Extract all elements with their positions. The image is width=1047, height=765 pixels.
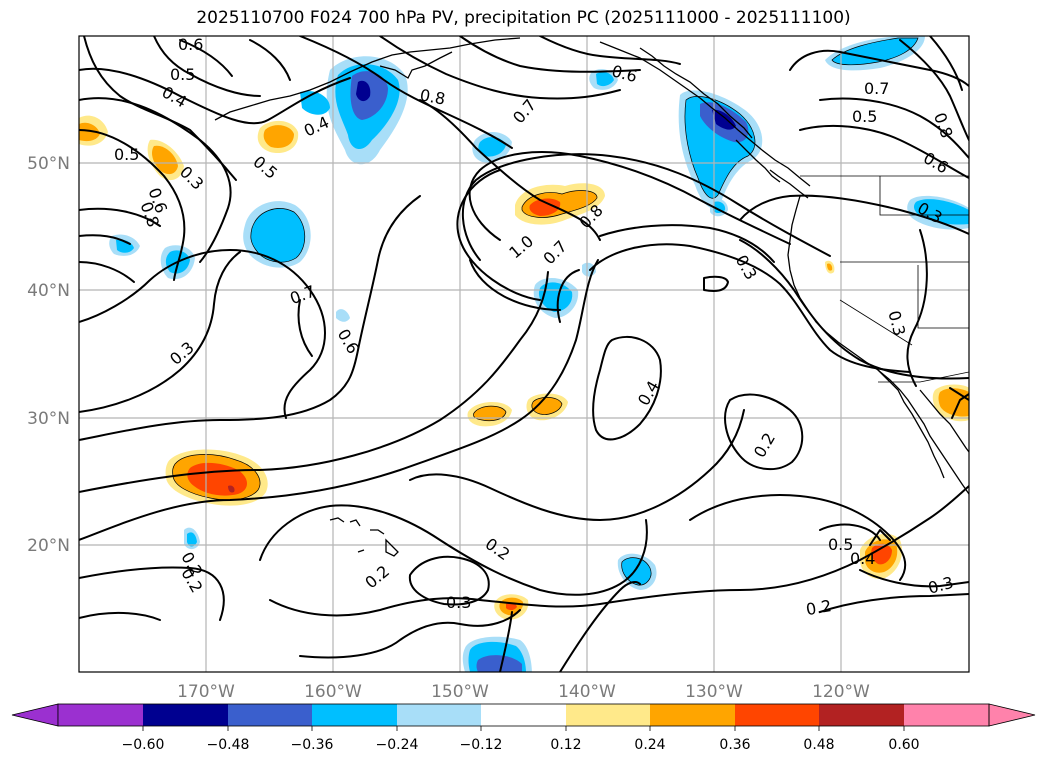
colorbar-tick-label: 0.36 — [719, 737, 750, 753]
lon-tick-label: 160°W — [304, 682, 362, 702]
graticule — [79, 36, 969, 672]
contour-label: 0.3 — [446, 593, 471, 612]
colorbar-tick-label: −0.24 — [376, 737, 419, 753]
colorbar-segment — [904, 704, 989, 726]
colorbar-segment — [819, 704, 904, 726]
lat-tick-label: 20°N — [27, 536, 70, 556]
colorbar-segment — [481, 704, 566, 726]
contour-label: 0.7 — [864, 79, 889, 98]
contour-label: 0.5 — [828, 535, 853, 554]
colorbar-segment — [735, 704, 819, 726]
map-frame — [78, 35, 970, 673]
colorbar-ticks — [142, 726, 905, 731]
colorbar-outline — [57, 703, 990, 727]
contour-label: 0.5 — [852, 107, 877, 126]
colorbar-segment — [58, 704, 143, 726]
contour-label: 0.8 — [418, 85, 446, 108]
contour-label: 0.2 — [805, 596, 833, 619]
pv-contours — [79, 36, 969, 672]
colorbar-segment — [312, 704, 397, 726]
colorbar-extend-min — [11, 703, 59, 727]
colorbar-tick-label: 0.12 — [550, 737, 581, 753]
colorbar-extend-max — [988, 703, 1036, 727]
colorbar-segment — [397, 704, 481, 726]
colorbar-segment — [228, 704, 312, 726]
colorbar-tick-label: 0.24 — [634, 737, 665, 753]
lon-tick-label: 170°W — [177, 682, 235, 702]
map-title: 2025110700 F024 700 hPa PV, precipitatio… — [196, 8, 851, 28]
colorbar-tick-label: 0.60 — [888, 737, 919, 753]
lat-tick-label: 30°N — [27, 409, 70, 429]
contour-label: 0.5 — [170, 65, 195, 84]
lat-tick-label: 40°N — [27, 281, 70, 301]
colorbar-tick-label: −0.60 — [122, 737, 165, 753]
colorbar-tick-label: −0.48 — [207, 737, 250, 753]
lon-tick-labels: 170°W 160°W 150°W 140°W 130°W 120°W — [177, 682, 870, 702]
colorbar-segment — [650, 704, 735, 726]
lat-tick-labels: 50°N 40°N 30°N 20°N — [27, 154, 70, 556]
colorbar-segment — [143, 704, 228, 726]
colorbar-tick-label: 0.48 — [803, 737, 834, 753]
colorbar-segment — [566, 704, 650, 726]
lon-tick-label: 120°W — [812, 682, 870, 702]
colorbar: −0.60 −0.48 −0.36 −0.24 −0.12 0.12 0.24 … — [11, 703, 1036, 753]
contour-label: 0.5 — [114, 145, 139, 164]
coastlines — [214, 37, 969, 557]
contour-label: 0.6 — [178, 35, 203, 54]
colorbar-tick-label: −0.12 — [460, 737, 503, 753]
lon-tick-label: 150°W — [431, 682, 489, 702]
map-plot-area — [79, 36, 969, 672]
lat-tick-label: 50°N — [27, 154, 70, 174]
colorbar-tick-label: −0.36 — [291, 737, 334, 753]
contour-label: 0.4 — [850, 549, 875, 568]
shading-outlines — [172, 37, 919, 586]
lon-tick-label: 130°W — [685, 682, 743, 702]
lon-tick-label: 140°W — [558, 682, 616, 702]
